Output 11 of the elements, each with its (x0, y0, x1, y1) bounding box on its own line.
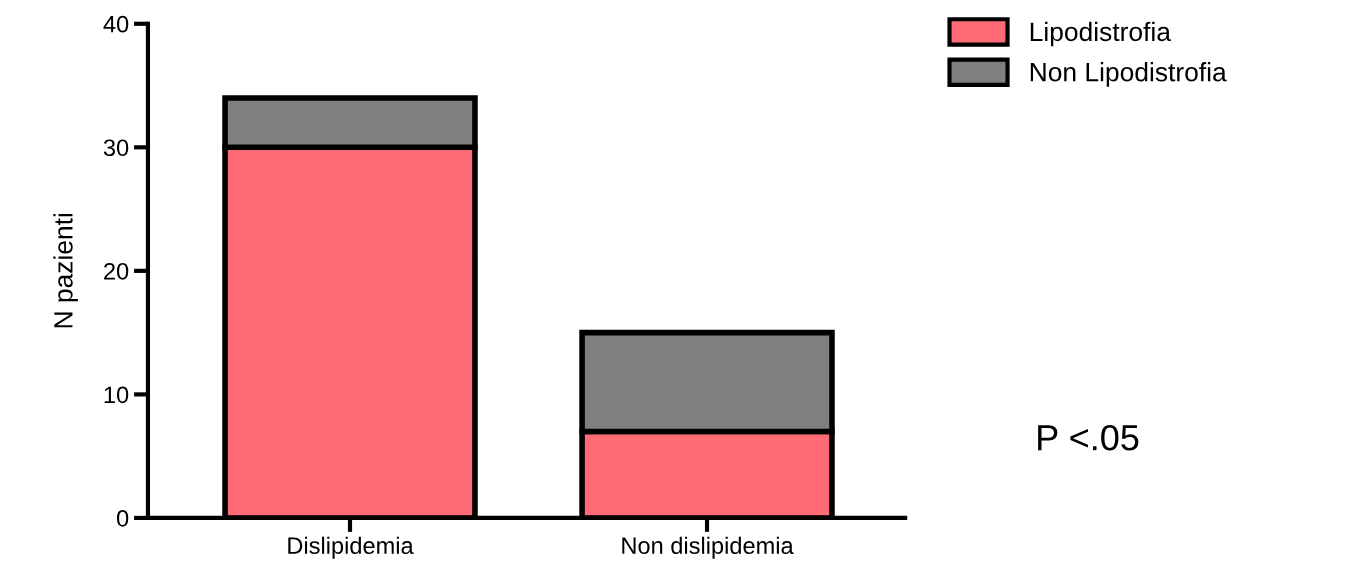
legend-label: Lipodistrofia (1030, 21, 1171, 47)
x-tick-label: Non dislipidemia (622, 536, 794, 559)
text: P <.05 (1038, 424, 1139, 451)
y-tick-label: 10 (104, 386, 129, 404)
y-axis-title: N pazienti (53, 213, 78, 328)
y-tick-label: 40 (103, 15, 129, 33)
y-tick-label: 30 (103, 139, 129, 157)
legend-label: Non Lipodistrofia (1030, 62, 1227, 87)
y-tick-label: 20 (104, 262, 129, 280)
x-tick-label: Dislipidemia (288, 536, 414, 559)
y-tick-label: 0 (116, 510, 129, 527)
